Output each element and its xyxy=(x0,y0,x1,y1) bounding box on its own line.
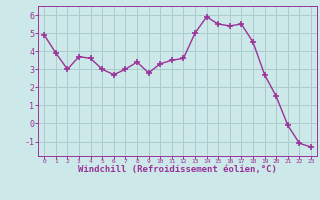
X-axis label: Windchill (Refroidissement éolien,°C): Windchill (Refroidissement éolien,°C) xyxy=(78,165,277,174)
